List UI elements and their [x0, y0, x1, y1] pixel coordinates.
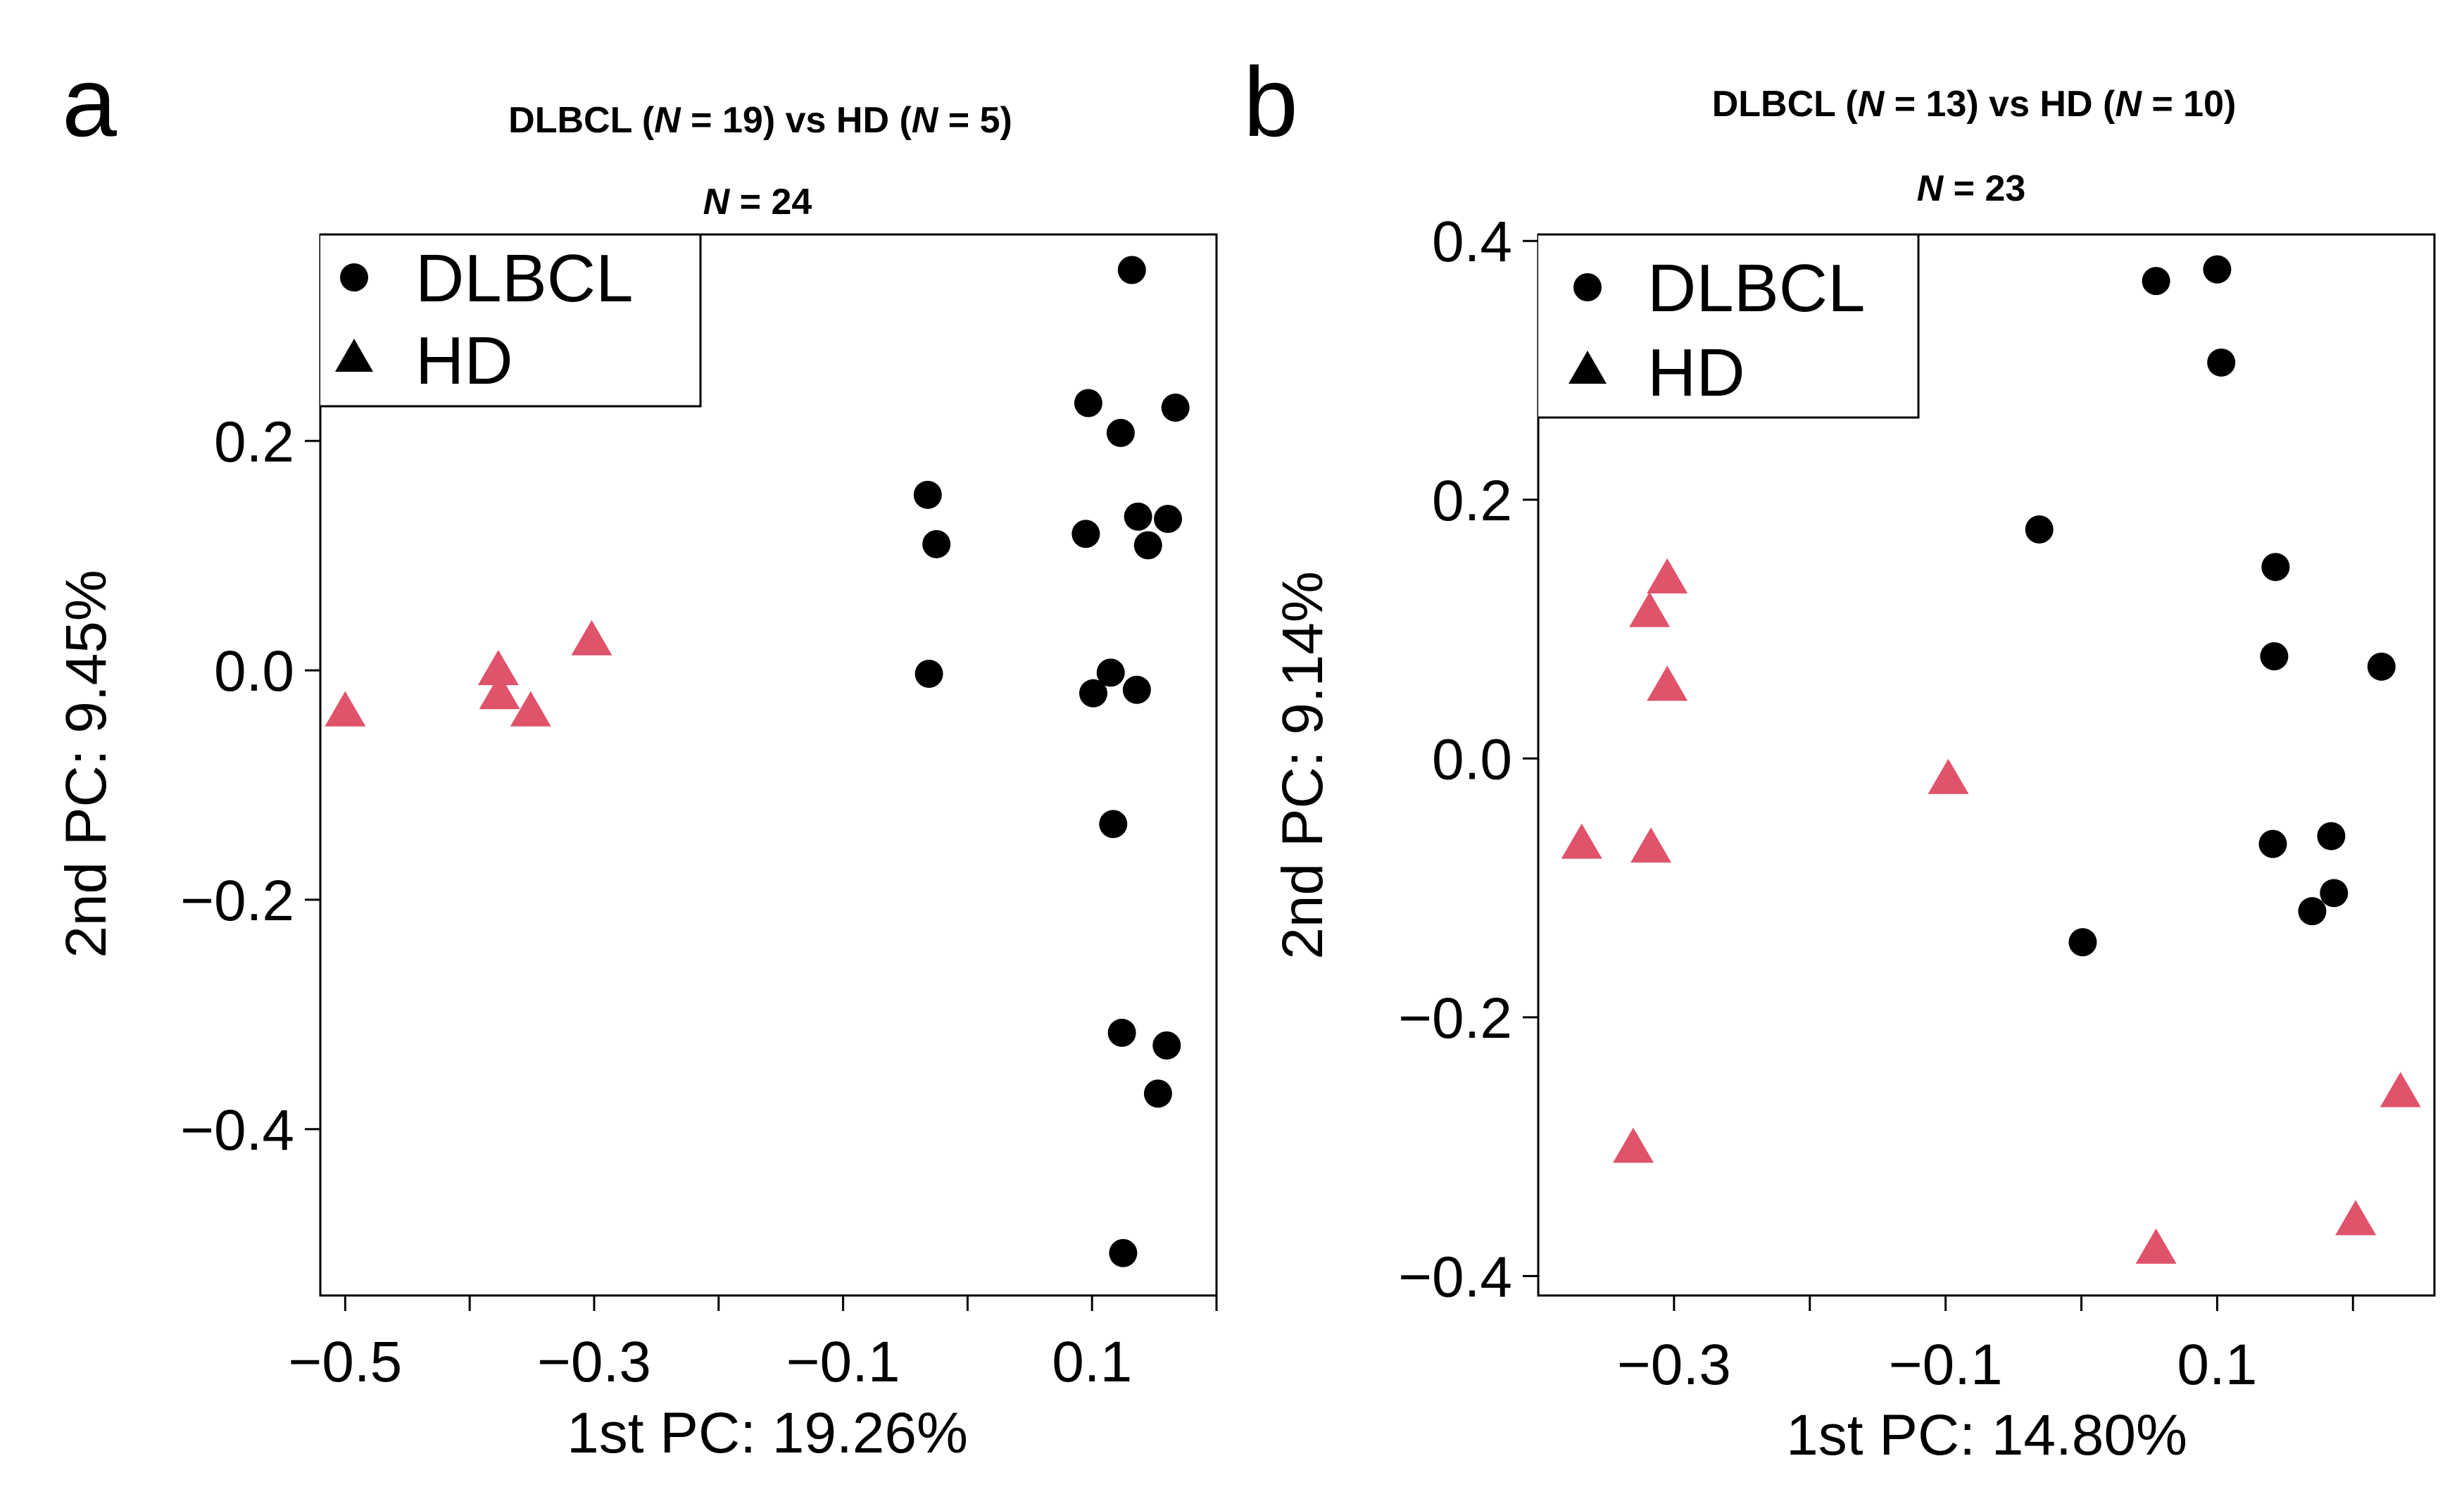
panel-b-title-line1: DLBCL (N = 13) vs HD (N = 10) — [1712, 84, 2237, 125]
panel-a-y-axis-label: 2nd PC: 9.45% — [54, 570, 118, 958]
panel-a-y-tick-label: −0.4 — [180, 1098, 294, 1162]
panel-a-legend-hd-marker — [335, 339, 373, 372]
panel-a-title-line2: N = 24 — [703, 182, 812, 222]
panel-a-point-dlbcl — [1107, 1018, 1136, 1047]
panel-a-x-tick-label: −0.1 — [786, 1330, 900, 1394]
panel-b-point-hd — [2335, 1200, 2377, 1236]
panel-b-letter: b — [1243, 46, 1298, 157]
panel-a-point-hd — [477, 650, 519, 686]
panel-a-point-dlbcl — [1122, 675, 1151, 704]
panel-a-point-dlbcl — [1079, 679, 1107, 708]
panel-b-plot-frame — [1537, 233, 2436, 1297]
panel-a-point-dlbcl — [1152, 1031, 1181, 1060]
panel-a-point-dlbcl — [1096, 658, 1125, 687]
panel-b-legend-dlbcl-marker — [1573, 273, 1602, 301]
panel-a-point-hd — [479, 674, 520, 710]
panel-a-x-axis: −0.5 −0.3 −0.1 0.1 — [288, 1295, 1218, 1394]
panel-b-point-dlbcl — [2298, 897, 2327, 926]
panel-b-point-hd — [1630, 827, 1672, 863]
panel-b-point-hd — [1928, 758, 1969, 794]
panel-b-y-tick-label: −0.2 — [1398, 986, 1512, 1050]
panel-b: b DLBCL (N = 13) vs HD (N = 10) N = 23 −… — [1243, 46, 2436, 1467]
panel-b-point-dlbcl — [2260, 642, 2289, 671]
panel-a-y-tick-label: 0.0 — [214, 639, 294, 703]
panel-a-point-dlbcl — [1071, 520, 1100, 548]
panel-a-x-tick-label: −0.3 — [537, 1330, 651, 1394]
panel-a-point-dlbcl — [1106, 418, 1135, 447]
panel-b-y-tick-label: 0.2 — [1432, 469, 1512, 533]
panel-a-point-hd — [325, 691, 366, 727]
panel-a-legend-dlbcl-label: DLBCL — [415, 241, 633, 316]
panel-a-point-hd — [510, 691, 551, 727]
panel-a-letter: a — [62, 46, 117, 157]
panel-a-point-dlbcl — [1124, 502, 1152, 531]
panel-a: a DLBCL (N = 19) vs HD (N = 5) N = 24 −0… — [54, 46, 1218, 1465]
panel-b-point-dlbcl — [2142, 267, 2170, 296]
panel-b-point-dlbcl — [2317, 822, 2346, 851]
panel-b-point-hd — [1561, 823, 1602, 859]
panel-a-point-dlbcl — [1133, 531, 1162, 560]
panel-b-legend-dlbcl-label: DLBCL — [1647, 251, 1865, 326]
panel-a-legend-hd-label: HD — [415, 323, 513, 399]
panel-a-plot-frame — [319, 233, 1218, 1297]
panel-b-x-axis-label: 1st PC: 14.80% — [1786, 1403, 2187, 1467]
panel-b-point-dlbcl — [2367, 652, 2396, 681]
panel-b-x-axis: −0.3 −0.1 0.1 — [1617, 1295, 2354, 1397]
panel-b-x-tick-label: −0.3 — [1617, 1333, 1731, 1397]
panel-b-point-dlbcl — [2320, 879, 2349, 908]
panel-b-points — [1561, 255, 2421, 1264]
panel-b-point-hd — [2135, 1228, 2177, 1264]
panel-a-point-dlbcl — [1161, 394, 1190, 422]
panel-a-points — [325, 256, 1190, 1267]
panel-b-point-hd — [2380, 1072, 2421, 1108]
panel-b-x-tick-label: −0.1 — [1889, 1333, 2003, 1397]
panel-a-point-dlbcl — [1154, 505, 1183, 534]
panel-b-point-dlbcl — [2258, 829, 2287, 858]
panel-b-legend-hd-marker — [1569, 351, 1607, 384]
panel-b-x-tick-label: 0.1 — [2177, 1333, 2257, 1397]
panel-b-point-dlbcl — [2207, 348, 2236, 377]
panel-b-title-line2: N = 23 — [1917, 168, 2026, 209]
panel-b-point-dlbcl — [2068, 928, 2097, 957]
panel-b-y-tick-label: 0.4 — [1432, 210, 1512, 274]
panel-a-y-tick-label: 0.2 — [214, 410, 294, 474]
panel-b-point-dlbcl — [2261, 553, 2290, 582]
panel-b-point-dlbcl — [2025, 515, 2054, 544]
panel-b-legend-frame — [1538, 233, 1920, 419]
panel-a-title-line1: DLBCL (N = 19) vs HD (N = 5) — [508, 100, 1012, 141]
panel-a-point-dlbcl — [1143, 1079, 1172, 1108]
panel-b-point-dlbcl — [2203, 255, 2232, 284]
panel-b-legend-hd-label: HD — [1647, 335, 1745, 410]
panel-a-point-dlbcl — [914, 659, 943, 688]
panel-a-point-dlbcl — [1117, 256, 1146, 284]
panel-a-y-axis: 0.2 0.0 −0.2 −0.4 — [180, 410, 320, 1162]
panel-a-legend-dlbcl-marker — [340, 263, 368, 291]
panel-b-point-hd — [1613, 1127, 1654, 1163]
panel-a-x-tick-label: 0.1 — [1052, 1330, 1132, 1394]
panel-a-x-tick-label: −0.5 — [288, 1330, 402, 1394]
panel-b-y-tick-label: 0.0 — [1432, 727, 1512, 791]
panel-a-x-axis-label: 1st PC: 19.26% — [567, 1401, 968, 1465]
panel-a-y-tick-label: −0.2 — [180, 869, 294, 933]
panel-b-point-hd — [1647, 558, 1688, 594]
panel-a-point-dlbcl — [922, 529, 951, 558]
panel-b-y-tick-label: −0.4 — [1398, 1245, 1512, 1309]
panel-b-point-hd — [1629, 591, 1671, 627]
panel-a-legend-frame — [320, 233, 702, 408]
panel-a-point-dlbcl — [1109, 1238, 1138, 1267]
panel-b-y-axis-label: 2nd PC: 9.14% — [1271, 571, 1335, 960]
panel-b-legend: DLBCL HD — [1538, 233, 1920, 419]
panel-a-point-dlbcl — [1074, 389, 1102, 418]
panel-b-y-axis: 0.4 0.2 0.0 −0.2 −0.4 — [1398, 210, 1538, 1309]
panel-a-point-hd — [571, 620, 612, 655]
panel-b-point-hd — [1647, 665, 1688, 701]
panel-a-legend: DLBCL HD — [320, 233, 702, 408]
panel-a-point-dlbcl — [913, 480, 942, 509]
panel-a-point-dlbcl — [1099, 810, 1128, 839]
